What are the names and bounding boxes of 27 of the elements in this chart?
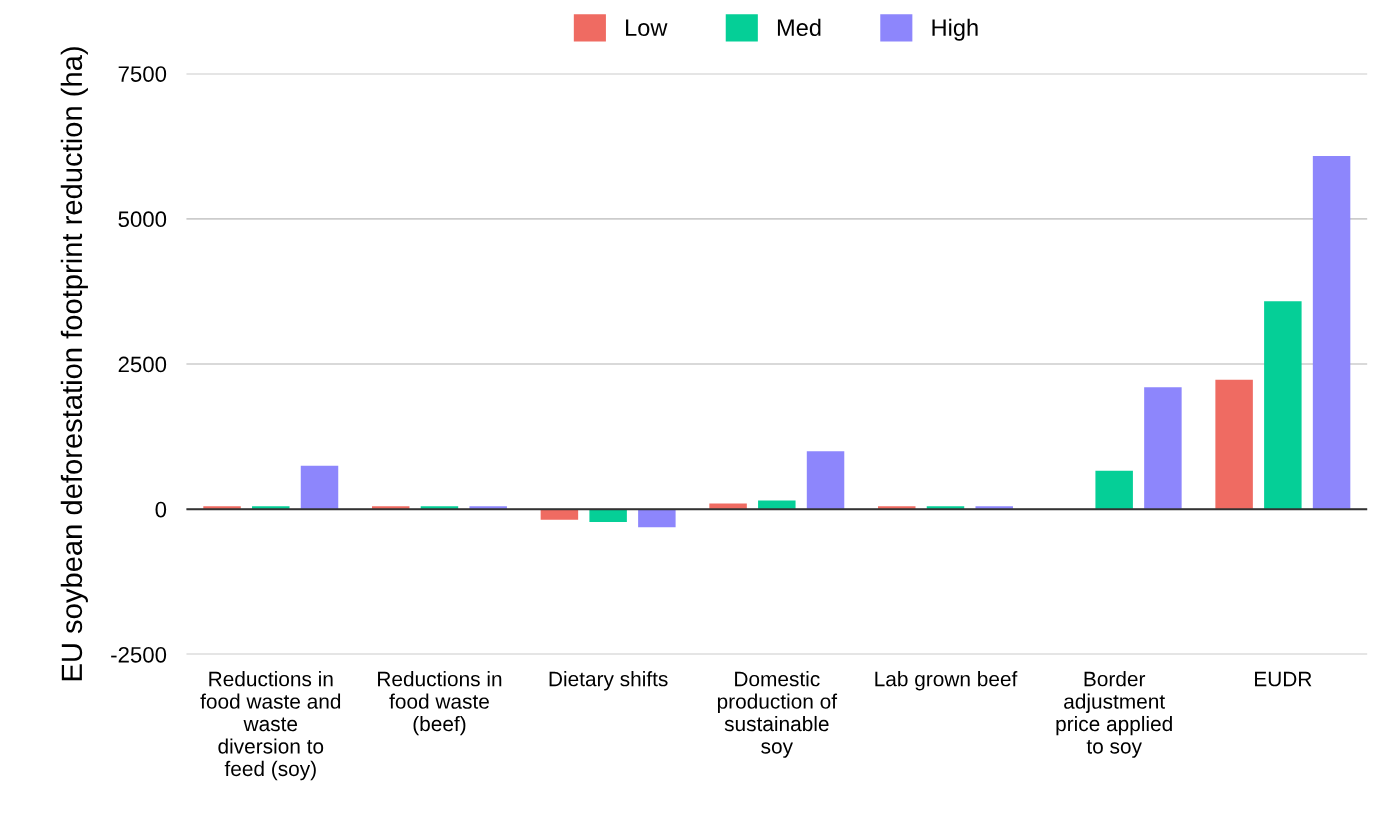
x-tick-label: Reductions in food waste (beef) (378, 671, 502, 736)
bar (638, 509, 676, 528)
bar (1144, 387, 1182, 510)
bar (1264, 301, 1302, 510)
legend-label: Low (626, 19, 668, 37)
bar (806, 451, 845, 510)
y-tick-label: 2500 (118, 356, 167, 373)
bar (540, 509, 579, 520)
x-tick-label: Border adjustment price applied to soy (1056, 671, 1172, 758)
legend-label: Med (777, 18, 821, 37)
bar (589, 509, 627, 522)
bar (758, 500, 796, 510)
y-tick-label: -2500 (111, 646, 167, 663)
bar (1095, 470, 1133, 510)
y-axis-title: EU soybean deforestation footprint reduction (ha) (60, 47, 88, 681)
bar (1215, 379, 1253, 510)
y-tick-label: 5000 (118, 211, 167, 228)
bar (300, 465, 339, 510)
x-tick-label: Domestic production of sustainable soy (717, 671, 838, 758)
x-tick-label: Dietary shifts (549, 671, 668, 691)
x-tick-label: Lab grown beef (875, 671, 1018, 691)
x-tick-label: EUDR (1255, 671, 1312, 687)
x-tick-label: Reductions in food waste and waste diversion to feed (soy) (200, 671, 341, 781)
bar (1312, 156, 1351, 510)
y-tick-label: 7500 (118, 66, 167, 82)
legend-label: High (932, 18, 978, 41)
y-tick-label: 0 (155, 501, 167, 518)
